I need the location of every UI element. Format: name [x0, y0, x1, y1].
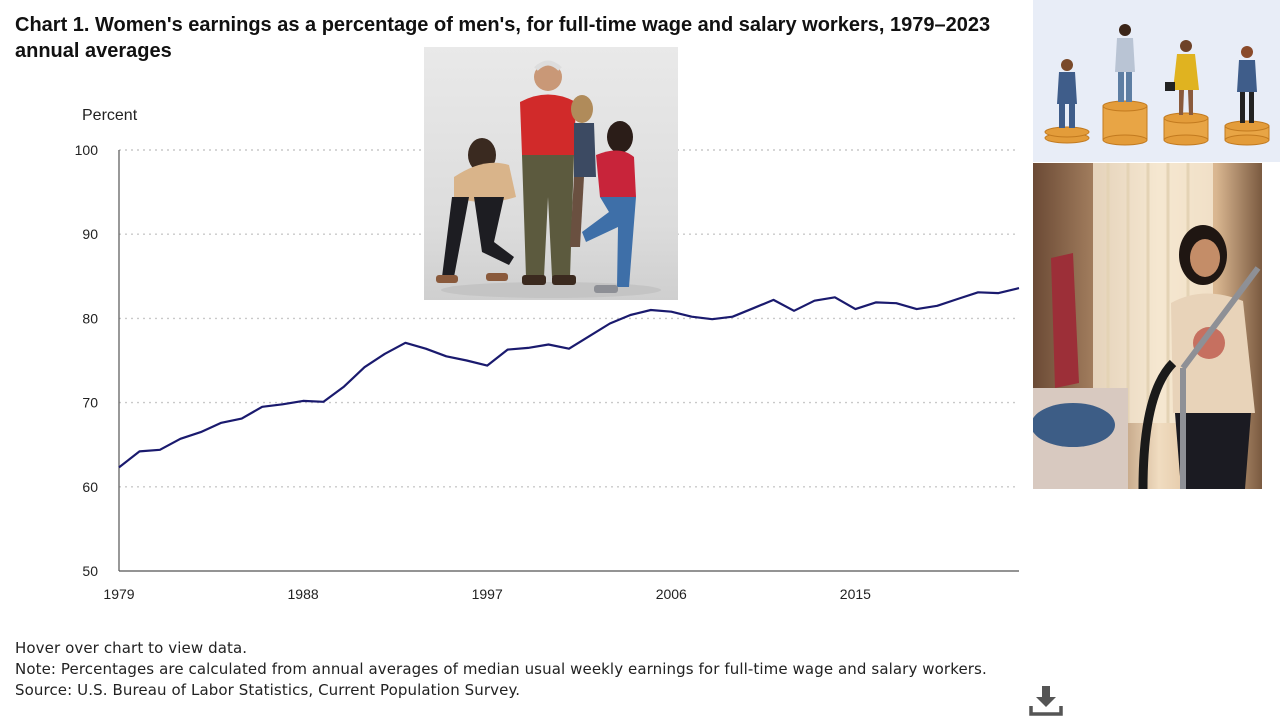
chart-notes: Hover over chart to view data. Note: Per… — [15, 638, 1055, 701]
y-tick-label: 100 — [75, 142, 99, 158]
y-tick-label: 90 — [82, 226, 98, 242]
data-point-1991[interactable] — [359, 362, 369, 372]
data-point-1999[interactable] — [523, 343, 533, 353]
data-point-2021[interactable] — [973, 287, 983, 297]
data-point-2017[interactable] — [891, 298, 901, 308]
series-group[interactable] — [114, 283, 1024, 472]
x-tick-label: 2015 — [840, 586, 871, 602]
data-point-2002[interactable] — [584, 331, 594, 341]
data-point-1992[interactable] — [380, 349, 390, 359]
data-point-2012[interactable] — [789, 306, 799, 316]
chart-source: Source: U.S. Bureau of Labor Statistics,… — [15, 681, 521, 699]
data-point-2007[interactable] — [687, 312, 697, 322]
y-axis-label: Percent — [82, 107, 138, 124]
chart-title: Chart 1. Women's earnings as a percentag… — [15, 14, 991, 62]
data-point-1987[interactable] — [278, 399, 288, 409]
data-point-2004[interactable] — [625, 310, 635, 320]
data-point-1979[interactable] — [114, 462, 124, 472]
data-point-1994[interactable] — [421, 344, 431, 354]
data-point-2018[interactable] — [912, 304, 922, 314]
illustration-women-on-coin-stacks — [1033, 0, 1280, 162]
data-point-2000[interactable] — [544, 340, 554, 350]
data-point-1998[interactable] — [503, 345, 513, 355]
data-point-2009[interactable] — [728, 312, 738, 322]
data-point-2016[interactable] — [871, 297, 881, 307]
data-point-2019[interactable] — [932, 301, 942, 311]
y-tick-labels: 50 60 70 80 90 100 — [75, 142, 99, 579]
data-point-2015[interactable] — [850, 304, 860, 314]
data-point-2020[interactable] — [953, 294, 963, 304]
chart-note: Note: Percentages are calculated from an… — [15, 660, 987, 678]
data-point-2014[interactable] — [830, 292, 840, 302]
data-point-2001[interactable] — [564, 344, 574, 354]
data-point-2003[interactable] — [605, 318, 615, 328]
x-tick-label: 1988 — [288, 586, 319, 602]
data-point-1996[interactable] — [462, 356, 472, 366]
data-point-1980[interactable] — [134, 446, 144, 456]
download-button[interactable] — [1028, 682, 1064, 718]
data-point-1990[interactable] — [339, 382, 349, 392]
data-point-2010[interactable] — [748, 303, 758, 313]
data-point-1993[interactable] — [400, 338, 410, 348]
data-point-1986[interactable] — [257, 402, 267, 412]
data-point-1997[interactable] — [482, 361, 492, 371]
line-chart[interactable]: Percent 50 60 70 80 90 100 1979 1988 1997 2006 20… — [0, 0, 1030, 630]
data-point-1983[interactable] — [196, 427, 206, 437]
x-tick-label: 1997 — [472, 586, 503, 602]
data-point-1982[interactable] — [175, 434, 185, 444]
data-point-1988[interactable] — [298, 396, 308, 406]
hover-instruction: Hover over chart to view data. — [15, 639, 248, 657]
data-point-2013[interactable] — [809, 296, 819, 306]
data-point-1989[interactable] — [319, 397, 329, 407]
y-tick-label: 80 — [82, 310, 98, 326]
data-point-1995[interactable] — [441, 351, 451, 361]
data-point-1984[interactable] — [216, 418, 226, 428]
download-icon — [1029, 686, 1063, 716]
data-point-2023[interactable] — [1014, 283, 1024, 293]
data-point-2022[interactable] — [994, 288, 1004, 298]
x-tick-label: 2006 — [656, 586, 687, 602]
photo-man-with-women — [424, 47, 678, 300]
y-tick-label: 70 — [82, 395, 98, 411]
data-point-2008[interactable] — [707, 314, 717, 324]
x-tick-labels: 1979 1988 1997 2006 2015 — [103, 586, 871, 602]
series-line[interactable] — [118, 287, 1020, 469]
data-point-2011[interactable] — [769, 295, 779, 305]
data-point-2006[interactable] — [666, 307, 676, 317]
x-tick-label: 1979 — [103, 586, 134, 602]
data-point-2005[interactable] — [646, 305, 656, 315]
y-tick-label: 60 — [82, 479, 98, 495]
data-point-1985[interactable] — [237, 414, 247, 424]
data-point-1981[interactable] — [155, 445, 165, 455]
photo-woman-vacuuming — [1033, 163, 1262, 489]
y-tick-label: 50 — [82, 563, 98, 579]
